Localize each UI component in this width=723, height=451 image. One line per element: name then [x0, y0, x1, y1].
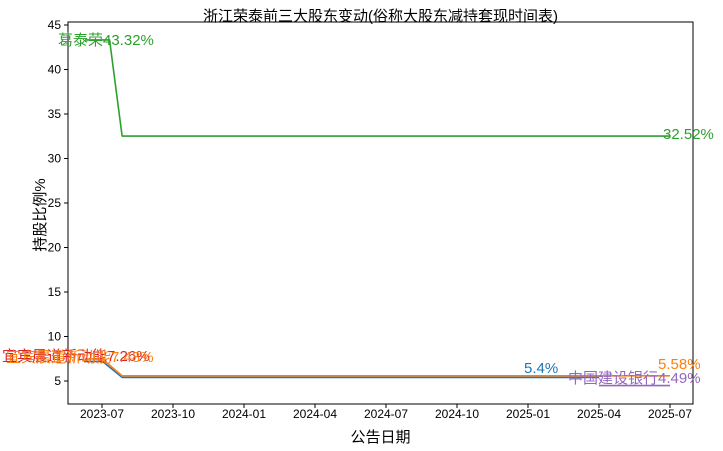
annotation-red-start: 宜宾晨道新动能7.26% [2, 348, 150, 365]
axes-frame [67, 21, 694, 405]
series-line-blue [84, 360, 599, 379]
y-tick-label: 15 [48, 285, 62, 299]
y-tick-label: 25 [48, 196, 62, 210]
x-tick-label: 2023-07 [80, 407, 124, 421]
y-tick-label: 30 [48, 152, 62, 166]
x-axis-label: 公告日期 [350, 429, 411, 446]
x-tick-label: 2024-10 [435, 407, 479, 421]
x-tick-label: 2024-04 [293, 407, 337, 421]
y-tick-label: 20 [48, 241, 62, 255]
x-tick-label: 2024-01 [222, 407, 266, 421]
annotation-getairong-end: 32.52% [663, 126, 714, 143]
x-tick-label: 2023-10 [151, 407, 195, 421]
annotation-orange-start: 宜宾晨道新动能7.48% [6, 349, 154, 366]
y-tick-label: 40 [48, 63, 62, 77]
x-tick-label: 2025-01 [506, 407, 550, 421]
y-tick-label: 35 [48, 107, 62, 121]
y-tick-label: 10 [48, 330, 62, 344]
annotation-blue-end: 5.4% [524, 360, 558, 377]
annotation-ccb-end: 中国建设银行4.49% [568, 370, 701, 387]
x-tick-label: 2025-07 [648, 407, 692, 421]
series-line-orange [84, 358, 670, 377]
y-tick-label: 45 [48, 18, 62, 32]
annotation-getairong-start: 葛泰荣43.32% [58, 32, 154, 49]
x-tick-label: 2024-07 [364, 407, 408, 421]
series-line-green [84, 39, 670, 137]
chart-title: 浙江荣泰前三大股东变动(俗称大股东减持套现时间表) [203, 8, 558, 25]
x-tick-label: 2025-04 [577, 407, 621, 421]
y-tick-label: 5 [54, 374, 61, 388]
annotation-orange-end: 5.58% [658, 356, 701, 373]
